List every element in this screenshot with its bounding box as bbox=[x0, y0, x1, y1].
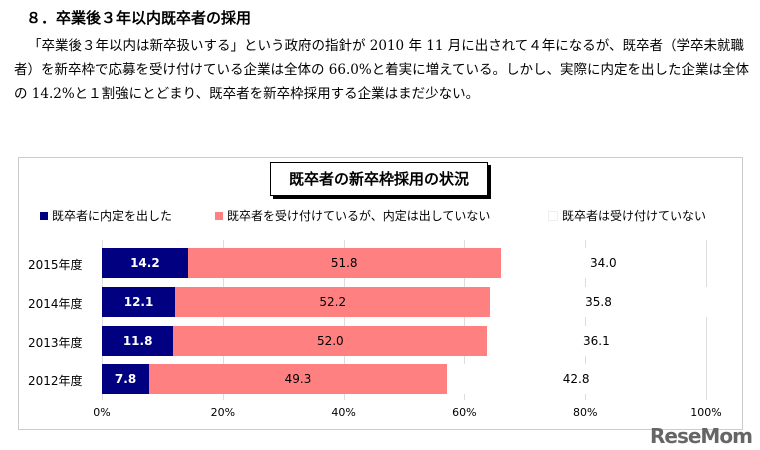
x-tick-label: 60% bbox=[452, 406, 477, 419]
body-paragraph: 「卒業後３年以内は新卒扱いする」という政府の指針が 2010 年 11 月に出さ… bbox=[14, 38, 750, 102]
x-tick-label: 80% bbox=[572, 406, 598, 419]
bar-segment: 52.2 bbox=[175, 287, 491, 317]
gridline bbox=[464, 240, 466, 400]
x-tick-label: 0% bbox=[93, 406, 111, 419]
bar-segment: 7.8 bbox=[102, 364, 150, 394]
legend-swatch bbox=[40, 211, 48, 220]
x-tick-label: 100% bbox=[690, 406, 722, 419]
gridline bbox=[222, 240, 224, 400]
category-label: 2013年度 bbox=[28, 336, 83, 350]
legend-item: 既卒者は受け付けていない bbox=[548, 207, 706, 224]
category-label: 2012年度 bbox=[28, 374, 83, 388]
gridline bbox=[343, 240, 345, 400]
bar-segment: 34.0 bbox=[500, 248, 706, 278]
bar-segment: 49.3 bbox=[149, 364, 447, 394]
legend-item: 既卒者に内定を出した bbox=[40, 207, 172, 224]
category-label: 2014年度 bbox=[28, 297, 83, 311]
bar-segment: 51.8 bbox=[187, 248, 501, 278]
gridline bbox=[102, 240, 103, 400]
legend-label: 既卒者は受け付けていない bbox=[562, 209, 707, 223]
bar-segment: 14.2 bbox=[102, 248, 188, 278]
legend-swatch bbox=[215, 211, 223, 220]
chart-frame bbox=[18, 157, 743, 430]
x-tick-label: 40% bbox=[331, 406, 356, 419]
gridline bbox=[585, 240, 587, 400]
bar-segment: 42.8 bbox=[446, 364, 706, 394]
x-tick-label: 20% bbox=[210, 406, 236, 419]
resemom-logo: ReseMom bbox=[650, 424, 753, 448]
legend-label: 既卒者を受け付けているが、内定は出していない bbox=[227, 209, 491, 223]
bar-segment: 35.8 bbox=[490, 287, 707, 317]
legend-label: 既卒者に内定を出した bbox=[52, 209, 173, 223]
bar-segment: 11.8 bbox=[102, 326, 174, 356]
legend-item: 既卒者を受け付けているが、内定は出していない bbox=[215, 207, 490, 224]
legend-swatch bbox=[548, 210, 558, 221]
gridline bbox=[706, 240, 707, 400]
chart-title: 既卒者の新卒枠採用の状況 bbox=[270, 162, 488, 196]
bar-segment: 52.0 bbox=[173, 326, 488, 356]
section-heading: ８．卒業後３年以内既卒者の採用 bbox=[26, 9, 252, 27]
category-label: 2015年度 bbox=[28, 258, 83, 272]
bar-segment: 12.1 bbox=[102, 287, 176, 317]
bar-segment: 36.1 bbox=[487, 326, 706, 356]
